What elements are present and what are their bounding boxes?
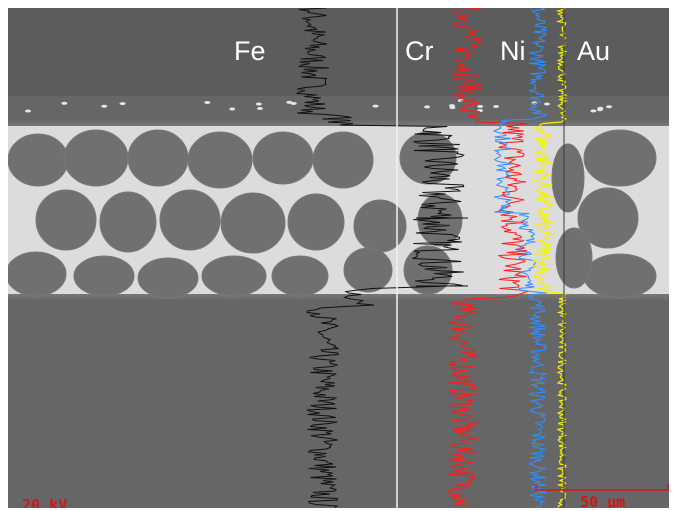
upper-base-metal	[8, 8, 669, 96]
grain	[271, 255, 329, 297]
au-linescan	[531, 8, 569, 508]
precipitate	[229, 107, 236, 111]
grain	[220, 192, 286, 254]
grain	[99, 191, 157, 253]
sem-micrograph: Fe Cr Ni Au 20 kV 50 µm	[8, 8, 669, 508]
precipitate	[61, 101, 68, 105]
grain	[35, 189, 97, 251]
cr-linescan	[446, 8, 530, 508]
grain	[187, 131, 253, 189]
precipitate	[424, 105, 431, 109]
precipitate	[255, 102, 262, 106]
precipitate	[544, 102, 550, 106]
accelerating-voltage-text: 20 kV	[22, 496, 68, 509]
precipitate	[101, 104, 108, 108]
precipitate	[119, 102, 126, 106]
precipitate	[493, 105, 500, 108]
grain	[583, 129, 657, 187]
precipitate	[597, 106, 604, 110]
fe-linescan	[295, 8, 465, 508]
grain	[73, 255, 135, 297]
ni-profile-label: Ni	[500, 36, 526, 66]
grain	[555, 227, 593, 289]
precipitate	[286, 100, 293, 104]
grain	[127, 129, 189, 187]
ni-linescan	[492, 8, 548, 508]
au-profile-label: Au	[577, 36, 611, 66]
precipitate	[477, 104, 484, 108]
grain	[403, 245, 453, 295]
grain	[551, 143, 585, 213]
precipitate	[25, 109, 31, 113]
scale-bar-label: 50 µm	[580, 493, 626, 509]
grain	[8, 251, 67, 297]
micrograph-canvas	[8, 8, 669, 508]
grain	[343, 247, 393, 293]
grain	[252, 131, 314, 185]
grain	[287, 193, 345, 251]
precipitate	[590, 109, 597, 113]
fe-profile-label: Fe	[234, 36, 266, 66]
precipitate	[290, 102, 297, 105]
precipitate	[606, 105, 613, 109]
grain	[353, 199, 407, 253]
cr-profile-label: Cr	[405, 36, 434, 66]
scale-bar	[535, 484, 669, 491]
precipitate	[257, 107, 263, 110]
grain	[201, 255, 267, 297]
grain	[312, 131, 374, 189]
grain	[159, 189, 221, 251]
precipitate	[204, 101, 211, 104]
precipitate	[372, 104, 379, 108]
grain	[583, 253, 657, 299]
grain	[8, 133, 69, 187]
grain	[63, 129, 129, 187]
precipitate	[449, 104, 455, 108]
grain	[577, 187, 639, 249]
grain	[137, 257, 199, 299]
